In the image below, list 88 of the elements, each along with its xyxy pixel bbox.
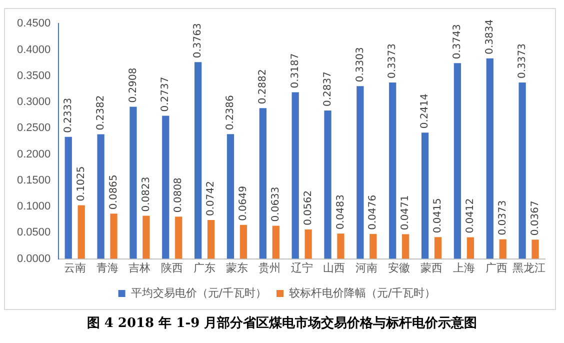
data-label: 0.3187 — [290, 53, 301, 88]
data-label: 0.0808 — [173, 178, 184, 213]
x-tick-label: 陕西 — [161, 262, 184, 274]
caption: 图 4 2018 年 1-9 月部分省区煤电市场交易价格与标杆电价示意图 — [86, 314, 478, 332]
x-tick-label: 山西 — [323, 261, 346, 274]
bar — [454, 63, 462, 259]
bar — [162, 116, 170, 259]
bar — [532, 240, 539, 259]
y-tick-label: 0.2500 — [16, 122, 51, 134]
bar — [434, 237, 442, 259]
x-tick-label: 河南 — [356, 261, 378, 274]
x-tick-label: 吉林 — [128, 261, 151, 274]
bar — [207, 220, 215, 259]
data-label: 0.1025 — [76, 166, 87, 202]
data-label: 0.2837 — [322, 72, 334, 107]
bar — [226, 134, 234, 259]
data-label: 0.3303 — [354, 47, 366, 82]
data-label: 0.0633 — [270, 186, 282, 222]
bar — [64, 136, 72, 259]
x-tick-label: 上海 — [452, 261, 475, 274]
data-label: 0.0373 — [497, 200, 508, 236]
x-tick-label: 青海 — [96, 261, 118, 274]
data-label: 0.0742 — [206, 181, 217, 216]
data-label: 0.2382 — [95, 95, 106, 130]
data-label: 0.3763 — [192, 23, 204, 58]
bar — [356, 86, 364, 259]
x-tick-label: 黑龙江 — [512, 261, 546, 274]
bar — [78, 205, 85, 259]
y-tick-label: 0.1000 — [16, 200, 51, 213]
bar — [130, 106, 137, 259]
data-label: 0.0865 — [108, 174, 120, 210]
legend-label: 较标杆电价降幅（元/千瓦时） — [289, 286, 436, 300]
bar — [292, 92, 299, 259]
x-tick-label: 辽宁 — [290, 261, 313, 274]
data-label: 0.3834 — [484, 19, 496, 54]
bar — [486, 58, 494, 259]
data-label: 0.0415 — [432, 198, 444, 234]
x-tick-label: 贵州 — [258, 261, 280, 274]
bar — [142, 216, 150, 259]
bar — [97, 134, 104, 259]
bar — [175, 216, 182, 259]
y-tick-label: 0.0500 — [16, 226, 51, 239]
y-tick-label: 0.4000 — [16, 44, 51, 56]
data-label: 0.3373 — [387, 44, 398, 79]
x-tick-label: 蒙西 — [420, 261, 443, 274]
data-label: 0.0412 — [465, 198, 476, 234]
data-label: 0.0476 — [368, 194, 379, 230]
data-label: 0.2908 — [128, 68, 139, 103]
y-tick-label: 0.0000 — [16, 252, 51, 265]
bar — [402, 234, 410, 259]
y-tick-label: 0.2000 — [16, 148, 51, 160]
data-label: 0.0823 — [140, 176, 152, 212]
data-label: 0.2333 — [62, 98, 74, 133]
data-label: 0.0562 — [302, 190, 314, 226]
bar — [272, 226, 280, 259]
x-tick-label: 安徽 — [388, 261, 410, 274]
bar — [259, 108, 266, 259]
data-label: 0.3373 — [516, 44, 528, 79]
bar — [240, 224, 248, 259]
bar — [518, 82, 526, 259]
bar — [194, 62, 202, 259]
bar — [304, 229, 312, 259]
data-label: 0.2737 — [160, 76, 172, 112]
legend-label: 平均交易电价（元/千瓦时） — [130, 286, 267, 300]
bar — [499, 239, 506, 259]
data-label: 0.2386 — [225, 95, 236, 130]
y-tick-label: 0.4500 — [16, 18, 51, 30]
data-label: 0.2414 — [420, 94, 431, 129]
x-tick-label: 云南 — [64, 261, 86, 274]
x-tick-label: 广东 — [194, 261, 216, 274]
y-tick-label: 0.3000 — [16, 96, 51, 108]
bar — [337, 234, 344, 259]
data-label: 0.3743 — [452, 24, 464, 60]
x-tick-label: 广西 — [485, 261, 508, 274]
bar — [421, 132, 429, 259]
data-label: 0.0471 — [400, 195, 412, 230]
bar — [110, 214, 118, 259]
data-label: 0.0649 — [238, 186, 250, 221]
bar — [370, 234, 377, 259]
y-tick-label: 0.1500 — [16, 174, 51, 186]
x-tick-label: 蒙东 — [226, 261, 248, 274]
bar — [389, 82, 396, 259]
data-label: 0.0367 — [530, 200, 541, 236]
data-label: 0.0483 — [335, 194, 346, 230]
bar — [466, 237, 474, 259]
bar — [324, 110, 332, 259]
y-tick-label: 0.3500 — [16, 70, 51, 82]
data-label: 0.2882 — [258, 69, 269, 104]
